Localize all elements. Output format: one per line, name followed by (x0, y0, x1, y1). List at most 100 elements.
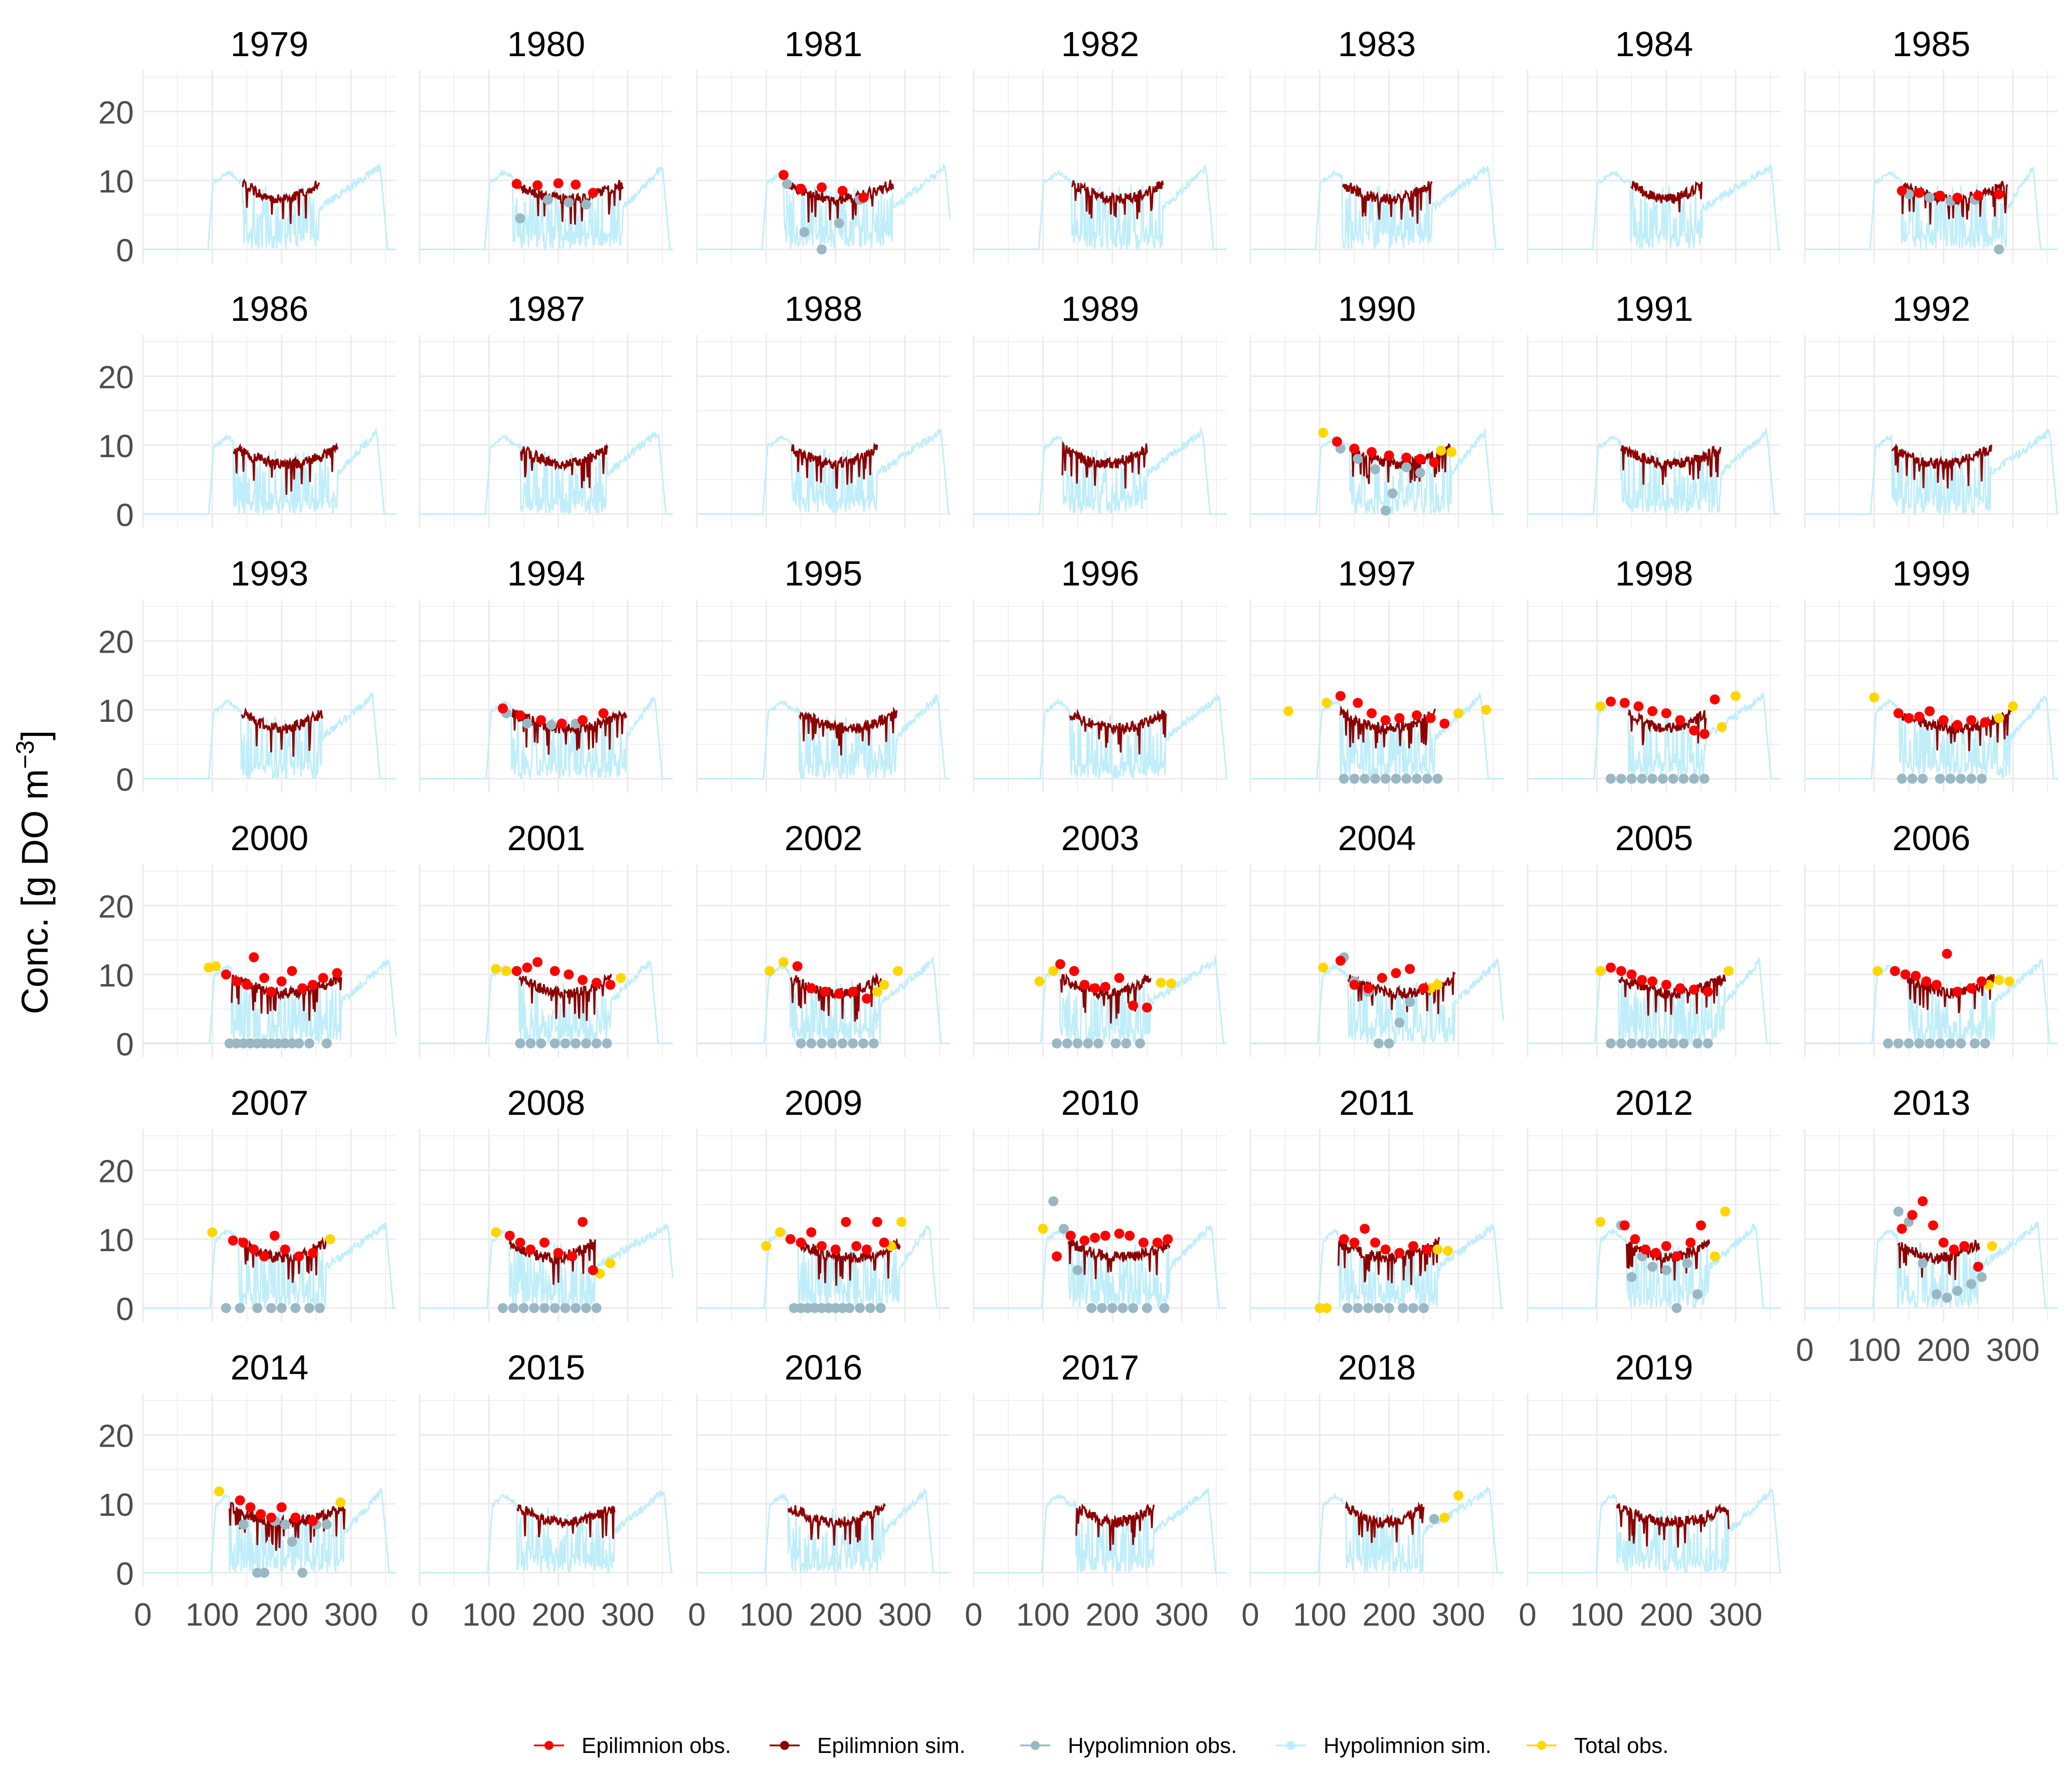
epilimnion-obs-point (266, 1512, 276, 1523)
epilimnion-obs-point (1429, 457, 1439, 468)
x-tick-label: 100 (1016, 1597, 1070, 1633)
epilimnion-obs-point (1994, 189, 2004, 200)
epilimnion-obs-point (817, 182, 827, 192)
epilimnion-obs-point (532, 180, 543, 190)
epilimnion-obs-point (539, 1237, 550, 1248)
facet-panels: 1979 0 10 20 1980 1981 1982 1983 1984 1985 1986 0 10… (98, 25, 2058, 1633)
epilimnion-obs-point (1928, 1220, 1938, 1231)
epilimnion-obs-point (522, 962, 532, 973)
hypolimnion-obs-point (803, 1303, 813, 1313)
epilimnion-obs-point (1335, 955, 1346, 966)
legend-label: Hypolimnion sim. (1324, 1733, 1491, 1758)
epilimnion-obs-point (1976, 976, 1987, 986)
hypolimnion-obs-point (830, 1303, 841, 1313)
total-obs-point (879, 979, 889, 990)
facet-panel-2019: 2019 0 100 200 300 (1519, 1348, 1781, 1633)
total-obs-point (1720, 1207, 1731, 1217)
total-obs-point (1166, 978, 1177, 989)
epilimnion-obs-point (1890, 966, 1900, 976)
y-tick-label: 20 (98, 624, 134, 660)
epilimnion-obs-point (1391, 968, 1401, 978)
hypolimnion-obs-point (581, 200, 592, 210)
epilimnion-obs-point (820, 986, 830, 997)
epilimnion-obs-point (259, 972, 270, 983)
epilimnion-obs-point (249, 952, 259, 962)
hypolimnion-obs-point (1883, 1038, 1894, 1049)
x-tick-label: 100 (1293, 1597, 1347, 1633)
epilimnion-obs-point (1699, 729, 1710, 739)
epilimnion-obs-point (1367, 708, 1377, 718)
epilimnion-obs-point (249, 1244, 259, 1255)
epilimnion-obs-point (872, 1217, 882, 1227)
hypolimnion-obs-point (1945, 773, 1956, 784)
epilimnion-sim-line (1618, 974, 1727, 1016)
facet-title-1992: 1992 (1893, 289, 1971, 328)
hypolimnion-obs-point (581, 1303, 592, 1313)
epilimnion-obs-point (307, 1248, 318, 1258)
legend-label: Total obs. (1574, 1733, 1668, 1758)
facet-panel-1983: 1983 (1249, 25, 1503, 263)
epilimnion-obs-point (1152, 1237, 1163, 1248)
hypolimnion-obs-point (1370, 464, 1381, 475)
epilimnion-obs-point (1661, 1241, 1671, 1251)
hypolimnion-sim-line (1528, 691, 1781, 779)
epilimnion-obs-point (553, 1248, 563, 1258)
epilimnion-obs-point (1100, 981, 1110, 992)
facet-title-2018: 2018 (1338, 1348, 1416, 1387)
hypolimnion-obs-point (837, 1303, 848, 1313)
epilimnion-obs-point (1914, 187, 1925, 198)
hypolimnion-obs-point (1956, 1038, 1966, 1049)
y-tick-label: 10 (98, 693, 134, 729)
epilimnion-obs-point (1897, 185, 1907, 196)
hypolimnion-obs-point (827, 1038, 837, 1049)
hypolimnion-obs-point (591, 1038, 602, 1049)
epilimnion-obs-point (297, 983, 308, 994)
legend-item-total_obs: Total obs. (1527, 1733, 1668, 1758)
hypolimnion-sim-line (143, 959, 397, 1044)
y-tick-label: 20 (98, 95, 134, 131)
facet-panel-2018: 2018 0 100 200 300 (1241, 1348, 1503, 1633)
epilimnion-obs-point (1952, 720, 1963, 730)
epilimnion-sim-line (242, 178, 320, 224)
epilimnion-sim-line (520, 443, 609, 488)
epilimnion-obs-point (563, 969, 574, 979)
hypolimnion-obs-point (1925, 192, 1935, 203)
y-axis-title: Conc. [g DO m−3] (11, 730, 56, 1015)
facet-panel-1993: 1993 0 10 20 (98, 554, 396, 798)
hypolimnion-obs-point (1657, 773, 1668, 784)
epilimnion-obs-point (806, 983, 817, 994)
epilimnion-obs-point (796, 1237, 806, 1248)
epilimnion-obs-point (858, 192, 869, 203)
epilimnion-obs-point (1685, 1237, 1696, 1248)
facet-panel-1982: 1982 (973, 25, 1227, 263)
y-tick-label: 10 (98, 163, 134, 200)
y-tick-label: 10 (98, 1487, 134, 1523)
hypolimnion-obs-point (1412, 773, 1422, 784)
epilimnion-obs-point (1914, 711, 1925, 722)
hypolimnion-sim-line (1805, 957, 2058, 1044)
epilimnion-obs-point (796, 183, 806, 194)
epilimnion-obs-point (1949, 1244, 1959, 1255)
hypolimnion-obs-point (1380, 773, 1391, 784)
epilimnion-obs-point (332, 968, 342, 978)
facet-panel-2016: 2016 0 100 200 300 (688, 1348, 950, 1633)
epilimnion-obs-point (1661, 708, 1671, 718)
hypolimnion-obs-point (1935, 1038, 1945, 1049)
facet-panel-1988: 1988 (696, 289, 950, 528)
epilimnion-obs-point (1100, 1231, 1110, 1241)
total-obs-point (1322, 1303, 1332, 1313)
facet-title-1985: 1985 (1893, 25, 1971, 64)
hypolimnion-obs-point (834, 218, 844, 229)
x-tick-label: 200 (255, 1597, 308, 1633)
hypolimnion-obs-point (290, 1303, 301, 1313)
epilimnion-obs-point (549, 966, 560, 976)
hypolimnion-obs-point (571, 1038, 581, 1049)
hypolimnion-sim-line (974, 692, 1228, 779)
epilimnion-sim-line (1342, 181, 1433, 224)
epilimnion-obs-point (1052, 1251, 1062, 1262)
hypolimnion-obs-point (546, 720, 556, 730)
hypolimnion-obs-point (1135, 1038, 1146, 1049)
total-obs-point (491, 1227, 501, 1238)
epilimnion-obs-point (1090, 983, 1100, 994)
epilimnion-obs-point (1418, 983, 1429, 994)
